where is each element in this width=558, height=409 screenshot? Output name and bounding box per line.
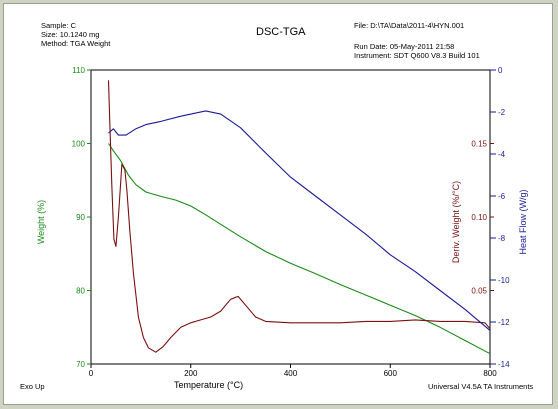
heatflow-tick-label: -10	[498, 276, 510, 285]
weight-tick-label: 70	[76, 360, 85, 369]
plot-border	[90, 69, 491, 365]
x-axis-label: Temperature (°C)	[174, 380, 243, 390]
x-tick-label: 400	[284, 369, 298, 378]
size-label: Size: 10.1240 mg	[41, 30, 100, 39]
chart-title: DSC-TGA	[256, 26, 306, 38]
heatflow-tick-label: -8	[498, 234, 506, 243]
weight-series-line	[108, 143, 491, 355]
heatflow-tick-label: -2	[498, 108, 506, 117]
weight-tick-label: 90	[76, 213, 85, 222]
run-date-label: Run Date: 05-May-2011 21:58	[354, 42, 455, 51]
software-label: Universal V4.5A TA Instruments	[428, 382, 534, 391]
chart-series	[107, 80, 491, 355]
instrument-label: Instrument: SDT Q600 V8.3 Build 101	[354, 51, 480, 60]
method-label: Method: TGA Weight	[41, 39, 111, 48]
weight-tick-label: 80	[76, 287, 85, 296]
file-label: File: D:\TA\Data\2011-4\HYN.001	[354, 21, 465, 30]
chart-axes	[90, 69, 491, 365]
x-tick-label: 0	[89, 369, 94, 378]
x-tick-label: 600	[384, 369, 398, 378]
deriv-series-line	[107, 80, 491, 353]
dsc-tga-chart: 0 200 400 600 800 70 80 90 100 110 0.05 0.10 0.15 0 -2…	[36, 66, 528, 390]
exo-up-label: Exo Up	[20, 382, 45, 391]
deriv-axis-label: Deriv. Weight (%/°C)	[451, 181, 461, 263]
heatflow-tick-label: 0	[498, 66, 503, 75]
deriv-tick-label: 0.05	[471, 287, 487, 296]
heatflow-axis-label: Heat Flow (W/g)	[518, 189, 528, 254]
weight-tick-label: 110	[72, 66, 85, 75]
heatflow-tick-label: -6	[498, 192, 506, 201]
sample-label: Sample: C	[41, 21, 77, 30]
weight-axis-label: Weight (%)	[36, 200, 46, 244]
weight-tick-label: 100	[72, 140, 86, 149]
chart-window: Sample: C Size: 10.1240 mg Method: TGA W…	[3, 3, 553, 405]
x-tick-label: 800	[483, 369, 497, 378]
heatflow-series-line	[108, 110, 491, 331]
x-tick-label: 200	[184, 369, 198, 378]
chart-ticks: 0 200 400 600 800 70 80 90 100 110 0.05 0.10 0.15 0 -2…	[72, 66, 510, 378]
deriv-tick-label: 0.15	[471, 140, 487, 149]
heatflow-tick-label: -4	[498, 150, 506, 159]
heatflow-tick-label: -12	[498, 318, 510, 327]
deriv-tick-label: 0.10	[471, 213, 487, 222]
heatflow-tick-label: -14	[498, 360, 510, 369]
